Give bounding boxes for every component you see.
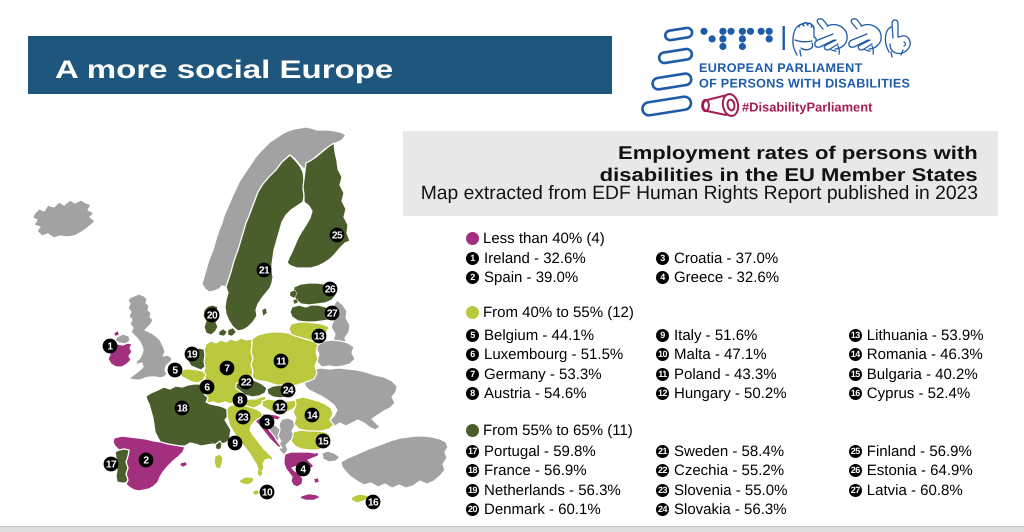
svg-text:17: 17 — [106, 460, 117, 471]
svg-text:4: 4 — [300, 465, 306, 476]
svg-text:13: 13 — [314, 332, 325, 343]
svg-text:EUROPEAN PARLIAMENT: EUROPEAN PARLIAMENT — [699, 61, 863, 75]
svg-text:16: 16 — [368, 498, 379, 509]
svg-text:23: 23 — [238, 413, 249, 424]
svg-text:6: 6 — [204, 383, 210, 394]
svg-text:26: 26 — [325, 285, 336, 296]
svg-text:21: 21 — [259, 266, 270, 277]
svg-text:22: 22 — [241, 378, 252, 389]
svg-text:#DisabilityParliament: #DisabilityParliament — [742, 100, 873, 115]
svg-text:OF PERSONS WITH DISABILITIES: OF PERSONS WITH DISABILITIES — [699, 77, 910, 91]
svg-text:2: 2 — [143, 456, 149, 467]
svg-text:1: 1 — [107, 342, 113, 353]
svg-text:10: 10 — [262, 488, 273, 499]
svg-text:24: 24 — [283, 386, 294, 397]
svg-text:3: 3 — [264, 418, 270, 429]
svg-text:12: 12 — [275, 403, 286, 414]
svg-text:8: 8 — [237, 396, 243, 407]
svg-text:9: 9 — [232, 439, 238, 450]
svg-text:5: 5 — [172, 366, 178, 377]
svg-text:14: 14 — [307, 411, 318, 422]
svg-text:15: 15 — [318, 437, 329, 448]
svg-text:7: 7 — [224, 364, 230, 375]
svg-text:27: 27 — [327, 309, 338, 320]
svg-text:11: 11 — [276, 357, 287, 368]
svg-text:25: 25 — [332, 231, 343, 242]
svg-text:18: 18 — [177, 404, 188, 415]
svg-text:20: 20 — [207, 311, 218, 322]
svg-text:19: 19 — [187, 350, 198, 361]
